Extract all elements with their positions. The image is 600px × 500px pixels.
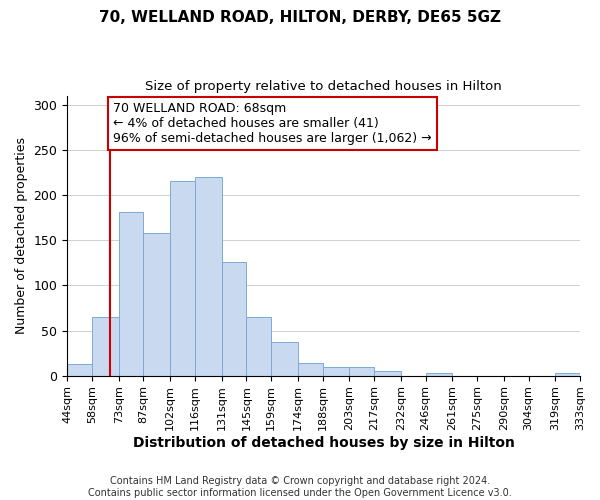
Bar (323, 366, 349, 376)
Bar (143, 233, 170, 376)
Bar (67, 364, 92, 376)
Bar (221, 262, 247, 376)
Title: Size of property relative to detached houses in Hilton: Size of property relative to detached ho… (145, 80, 502, 93)
Bar (425, 373, 452, 376)
Bar (555, 373, 580, 376)
Bar (92, 317, 119, 376)
Bar (271, 342, 298, 376)
Bar (374, 371, 401, 376)
Bar (170, 180, 195, 376)
Text: 70 WELLAND ROAD: 68sqm
← 4% of detached houses are smaller (41)
96% of semi-deta: 70 WELLAND ROAD: 68sqm ← 4% of detached … (113, 102, 432, 145)
X-axis label: Distribution of detached houses by size in Hilton: Distribution of detached houses by size … (133, 436, 515, 450)
Bar (247, 317, 271, 376)
Bar (195, 177, 221, 376)
Bar (119, 212, 143, 376)
Text: 70, WELLAND ROAD, HILTON, DERBY, DE65 5GZ: 70, WELLAND ROAD, HILTON, DERBY, DE65 5G… (99, 10, 501, 25)
Y-axis label: Number of detached properties: Number of detached properties (15, 137, 28, 334)
Bar (349, 366, 374, 376)
Bar (298, 363, 323, 376)
Text: Contains HM Land Registry data © Crown copyright and database right 2024.
Contai: Contains HM Land Registry data © Crown c… (88, 476, 512, 498)
